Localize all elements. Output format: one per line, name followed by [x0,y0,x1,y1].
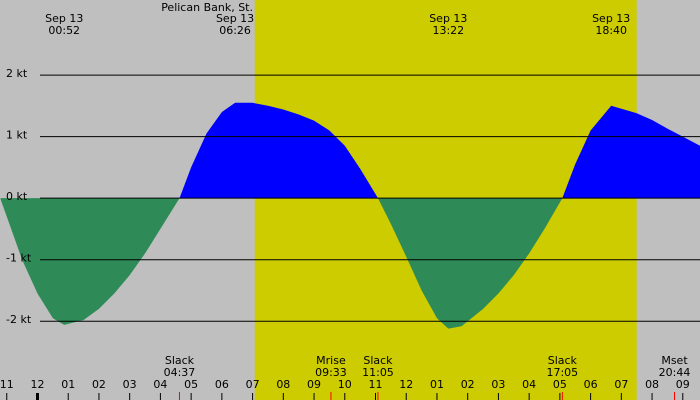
event-label: Slack [363,354,393,367]
x-tick-label: 03 [491,378,505,391]
y-tick-label: -1 kt [6,252,32,265]
x-tick-label: 04 [522,378,536,391]
event-time: 17:05 [546,366,578,379]
event-time: 04:37 [164,366,196,379]
y-tick-label: 2 kt [6,67,28,80]
x-tick-label: 06 [584,378,598,391]
x-tick-label: 09 [307,378,321,391]
x-tick-label: 01 [430,378,444,391]
x-tick-label: 11 [0,378,14,391]
extreme-time: 00:52 [48,24,80,37]
extreme-date: Sep 13 [216,12,254,25]
x-tick-label: 02 [92,378,106,391]
event-time: 20:44 [659,366,691,379]
event-label: Mrise [316,354,346,367]
extreme-date: Sep 13 [429,12,467,25]
y-tick-label: 1 kt [6,129,28,142]
y-tick-label: 0 kt [6,190,28,203]
event-label: Mset [661,354,688,367]
x-tick-label: 09 [676,378,690,391]
event-time: 11:05 [362,366,394,379]
x-tick-label: 08 [645,378,659,391]
flood-area [179,102,700,198]
extreme-date: Sep 13 [45,12,83,25]
x-tick-label: 12 [399,378,413,391]
y-tick-label: -2 kt [6,313,32,326]
x-tick-label: 01 [61,378,75,391]
x-tick-label: 04 [153,378,167,391]
extreme-time: 06:26 [219,24,251,37]
event-label: Slack [548,354,578,367]
event-time: 09:33 [315,366,347,379]
x-tick-label: 10 [338,378,352,391]
extreme-time: 18:40 [595,24,627,37]
x-tick-label: 03 [123,378,137,391]
x-tick-label: 08 [276,378,290,391]
x-tick-label: 11 [369,378,383,391]
event-label: Slack [165,354,195,367]
extreme-date: Sep 13 [592,12,630,25]
x-tick-label: 05 [553,378,567,391]
x-tick-label: 07 [614,378,628,391]
x-tick-label: 07 [246,378,260,391]
x-tick-label: 02 [461,378,475,391]
x-tick-label: 12 [30,378,44,391]
ebb-area [0,198,700,329]
extreme-time: 13:22 [432,24,464,37]
x-tick-label: 06 [215,378,229,391]
x-tick-label: 05 [184,378,198,391]
